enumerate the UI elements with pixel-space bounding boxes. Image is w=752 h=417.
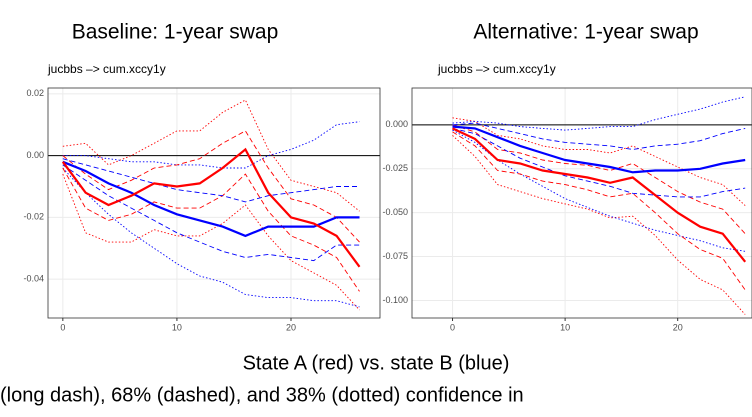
- series-line: [452, 124, 746, 235]
- y-tick-label: -0.04: [23, 273, 44, 283]
- series-line: [452, 122, 746, 150]
- plot-area: [412, 88, 752, 318]
- series-line: [62, 167, 360, 308]
- series-line: [452, 127, 747, 263]
- y-tick-label: 0.02: [26, 88, 44, 98]
- series-line: [62, 167, 360, 292]
- panel-border: [47, 87, 381, 319]
- series-line: [62, 160, 360, 238]
- caption: State A (red) vs. state B (blue): [243, 352, 510, 374]
- series-line: [452, 117, 746, 206]
- plot-area: [48, 88, 380, 318]
- caption: (long dash), 68% (dashed), and 38% (dott…: [0, 384, 524, 406]
- series-line: [62, 158, 360, 203]
- y-tick-label: -0.100: [382, 295, 408, 305]
- series-line: [452, 131, 746, 291]
- panel-subtitle: jucbbs –> cum.xccy1y: [47, 62, 166, 76]
- series-line: [62, 164, 360, 262]
- panel-border: [411, 87, 752, 319]
- x-tick-label: 10: [172, 322, 182, 332]
- y-tick-label: -0.075: [382, 251, 408, 261]
- series-line: [452, 96, 746, 131]
- series-line: [452, 129, 746, 252]
- x-tick-label: 20: [673, 322, 683, 332]
- y-tick-label: 0.00: [26, 150, 44, 160]
- panel-title: Alternative: 1-year swap: [473, 21, 698, 44]
- x-tick-label: 20: [286, 322, 296, 332]
- series-line: [452, 125, 746, 174]
- series-line: [61, 147, 361, 268]
- x-tick-label: 10: [560, 322, 570, 332]
- y-tick-label: -0.025: [382, 163, 408, 173]
- x-tick-label: 0: [450, 322, 455, 332]
- series-line: [452, 127, 746, 198]
- y-tick-label: 0.000: [385, 119, 408, 129]
- panel-subtitle: jucbbs –> cum.xccy1y: [437, 62, 556, 76]
- y-tick-label: -0.02: [23, 212, 44, 222]
- series-line: [62, 173, 360, 311]
- series-line: [452, 135, 746, 315]
- y-tick-label: -0.050: [382, 207, 408, 217]
- series-line: [62, 99, 360, 212]
- series-line: [62, 121, 360, 169]
- panel-title: Baseline: 1-year swap: [72, 21, 279, 44]
- x-tick-label: 0: [60, 322, 65, 332]
